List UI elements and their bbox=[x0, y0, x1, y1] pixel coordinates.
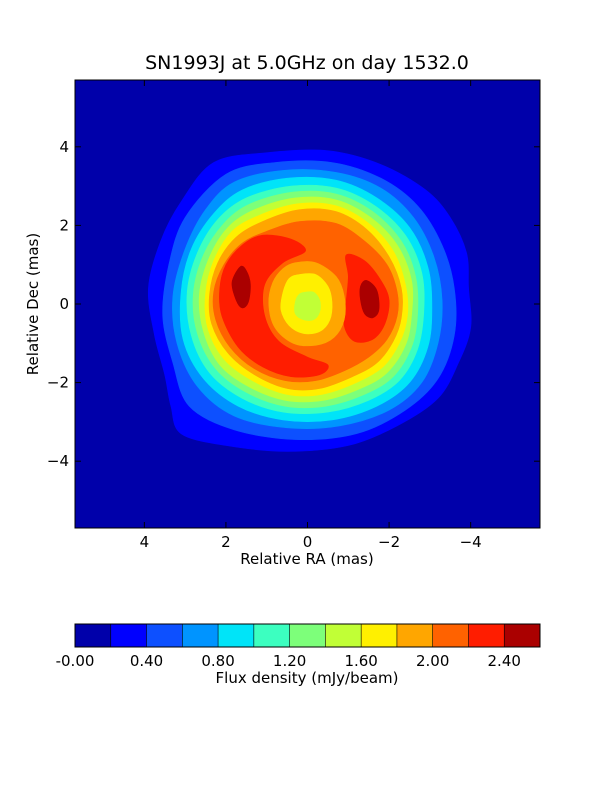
colorbar-cell bbox=[218, 624, 254, 647]
colorbar-tick-label: -0.00 bbox=[56, 652, 95, 670]
contour-layer bbox=[147, 149, 472, 452]
x-tick-label: 0 bbox=[303, 533, 313, 551]
y-tick-label: 2 bbox=[59, 216, 69, 234]
colorbar-tick-label: 0.40 bbox=[130, 652, 163, 670]
colorbar-tick-label: 2.00 bbox=[416, 652, 449, 670]
y-tick-label: −2 bbox=[47, 374, 69, 392]
colorbar-cell bbox=[396, 624, 433, 647]
chart-title: SN1993J at 5.0GHz on day 1532.0 bbox=[145, 52, 469, 74]
colorbar-cell bbox=[146, 624, 183, 647]
x-tick-label: 2 bbox=[221, 533, 231, 551]
y-axis-label: Relative Dec (mas) bbox=[24, 233, 42, 375]
y-tick-label: 4 bbox=[59, 138, 69, 156]
y-tick-label: −4 bbox=[47, 452, 69, 470]
plot-area: 4 2 0 −2 −4 4 2 0 −2 −4 bbox=[47, 79, 541, 551]
contour-region-2_4 bbox=[231, 265, 251, 309]
colorbar-cell bbox=[504, 624, 540, 647]
colorbar-cell bbox=[253, 624, 290, 647]
y-axis-ticks: 4 2 0 −2 −4 bbox=[47, 138, 540, 470]
colorbar-label: Flux density (mJy/beam) bbox=[216, 669, 399, 687]
colorbar-cell bbox=[325, 624, 362, 647]
colorbar-frame bbox=[74, 623, 541, 648]
colorbar-cell bbox=[289, 624, 326, 647]
colorbar-tick-label: 1.60 bbox=[344, 652, 377, 670]
colorbar-tick-label: 2.40 bbox=[488, 652, 521, 670]
colorbar-cell bbox=[432, 624, 469, 647]
x-tick-label: −2 bbox=[378, 533, 400, 551]
x-axis-label: Relative RA (mas) bbox=[240, 550, 373, 568]
y-tick-label: 0 bbox=[59, 295, 69, 313]
colorbar-cells bbox=[75, 624, 540, 647]
colorbar-tick-label: 1.20 bbox=[273, 652, 306, 670]
x-tick-label: −4 bbox=[460, 533, 482, 551]
contour-region-1_4 bbox=[294, 291, 321, 321]
x-tick-label: 4 bbox=[140, 533, 150, 551]
colorbar: -0.00 0.40 0.80 1.20 1.60 2.00 2.40 Flux densi… bbox=[56, 623, 541, 687]
colorbar-tick-label: 0.80 bbox=[201, 652, 234, 670]
colorbar-cell bbox=[110, 624, 147, 647]
colorbar-cell bbox=[468, 624, 505, 647]
contour-region-2_4 bbox=[359, 280, 380, 319]
colorbar-cell bbox=[75, 624, 111, 647]
colorbar-cell bbox=[182, 624, 219, 647]
colorbar-cell bbox=[361, 624, 397, 647]
colorbar-ticks: -0.00 0.40 0.80 1.20 1.60 2.00 2.40 bbox=[56, 652, 521, 670]
x-axis-ticks: 4 2 0 −2 −4 bbox=[140, 80, 482, 551]
